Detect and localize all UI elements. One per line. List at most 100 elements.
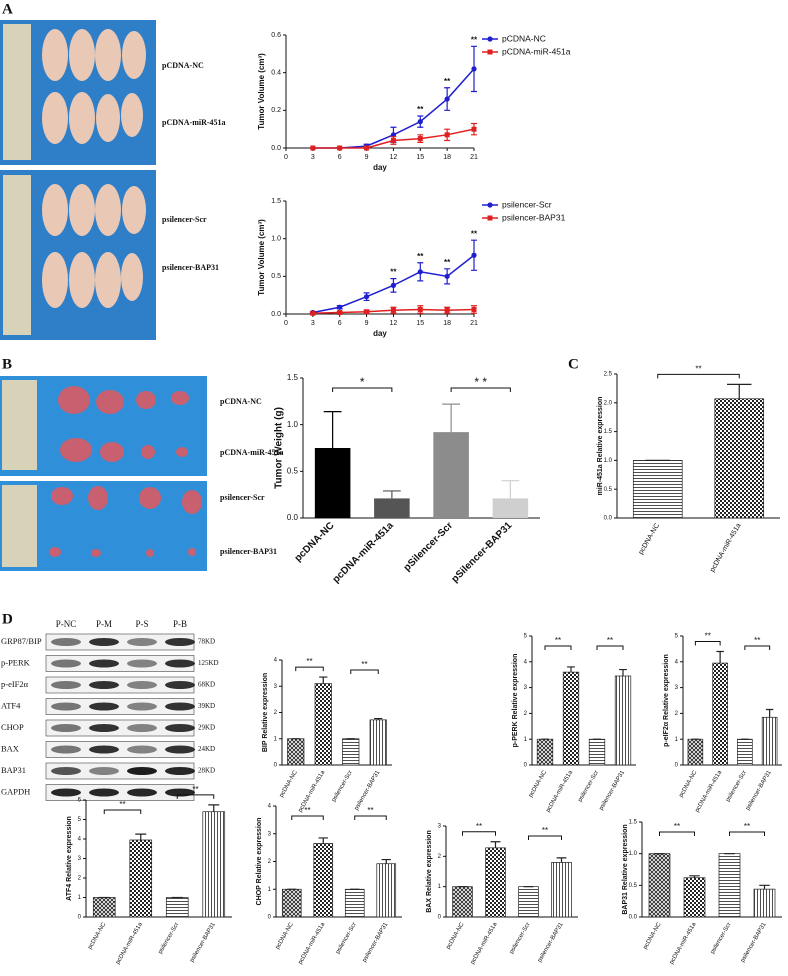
legend-label: psilencer-BAP31 [502,212,566,222]
y-tick-label: 0.6 [271,32,281,39]
size-label: 78KD [198,638,215,646]
bar [737,738,753,766]
y-tick-label: 1 [78,895,82,901]
blot-band [165,702,195,711]
significance-bracket [332,387,393,392]
annotation: ** [471,35,478,44]
significance-label: ** [542,826,548,835]
size-label: 125KD [198,659,219,667]
significance-label: ** [361,660,367,669]
y-tick-label: 3 [675,685,679,691]
blot-band [89,702,119,711]
error-bar [381,858,391,864]
photo-label: pCDNA-miR-451a [162,118,226,127]
annotation: ** [444,258,451,267]
bar [287,738,305,766]
error-bar [490,841,501,848]
bar [588,738,606,766]
blot-band [165,659,195,668]
error-bar [382,490,401,499]
size-label: 68KD [198,681,215,689]
y-tick-label: 2 [268,859,272,865]
y-tick-label: 3 [78,856,82,862]
annotation: ** [444,77,451,86]
bar [314,683,332,766]
point [337,309,343,315]
blot-band [89,659,119,668]
photo-label: pCDNA-NC [162,61,204,70]
y-axis-title: Tumor Volume (cm³) [257,219,266,296]
significance-bracket [694,640,721,646]
y-tick-label: 4 [675,659,679,665]
protein-label: GRP87/BIP [1,636,42,646]
panel-label: B [2,356,12,372]
point [444,273,450,279]
x-tick-label: 0 [284,320,288,327]
error-bar [765,708,774,718]
y-tick-label: 1 [524,737,528,743]
bar [344,888,365,918]
x-tick-label: 0 [284,154,288,161]
blot-band [89,767,119,775]
error-bar [374,717,383,720]
significance-bracket [295,666,324,672]
bar [562,671,580,766]
y-tick-label: 0 [274,763,278,769]
y-axis-title: p-eIF2α Relative expression [663,654,670,747]
bar [281,888,302,918]
y-tick-label: 0.4 [271,70,281,77]
significance-label: ** [674,822,680,831]
blot-band [51,767,81,775]
blot-band [165,724,195,732]
bar [712,662,728,766]
x-tick-label: 3 [311,320,315,327]
blot-band [89,745,119,754]
error-bar [759,884,770,890]
y-tick-label: 2 [274,710,278,716]
point [390,282,397,288]
y-tick-label: 0.0 [287,513,299,522]
y-tick-label: 1.0 [604,458,613,464]
legend-label: pCDNA-miR-451a [502,46,571,56]
annotation: ** [471,229,478,238]
significance-bracket [528,835,562,840]
y-tick-label: 2 [675,711,679,717]
blot-band [127,767,157,775]
size-label: 24KD [198,745,215,753]
significance-bracket [744,645,771,650]
significance-bracket [659,831,695,836]
bar [492,498,529,518]
point [471,126,477,132]
blot-band [127,724,157,732]
y-tick-label: 1.0 [287,420,299,429]
blot-band [51,702,81,711]
blot-band [51,724,81,732]
x-tick-label: 18 [443,154,451,161]
western-blot: P-NC P-M P-S P-B GRP87/BIP 78KD p-PERK 125KD p-e… [1,619,219,801]
significance-label: ** [744,822,750,831]
y-tick-label: 4 [524,659,528,665]
bar [374,498,410,518]
y-tick-label: 0 [438,915,442,921]
bar [551,862,572,918]
protein-label: BAX [1,743,19,753]
bar [536,738,554,766]
bar [687,738,704,766]
annotation: ** [417,105,424,114]
annotation: ** [417,252,424,261]
y-tick-label: 1.0 [629,851,638,857]
blot-band [127,638,157,646]
significance-bracket [596,645,624,650]
photo [0,376,207,571]
significance-label: ** [476,822,482,831]
significance-label: ** [192,785,198,794]
y-tick-label: 2 [438,854,442,860]
y-tick-label: 3 [524,685,528,691]
significance-label: ** [304,806,310,815]
y-tick-label: 1 [675,737,679,743]
error-bar [716,650,724,664]
significance-bracket [657,373,740,379]
bar [369,719,387,766]
bar [202,811,226,918]
error-bar [501,480,520,499]
